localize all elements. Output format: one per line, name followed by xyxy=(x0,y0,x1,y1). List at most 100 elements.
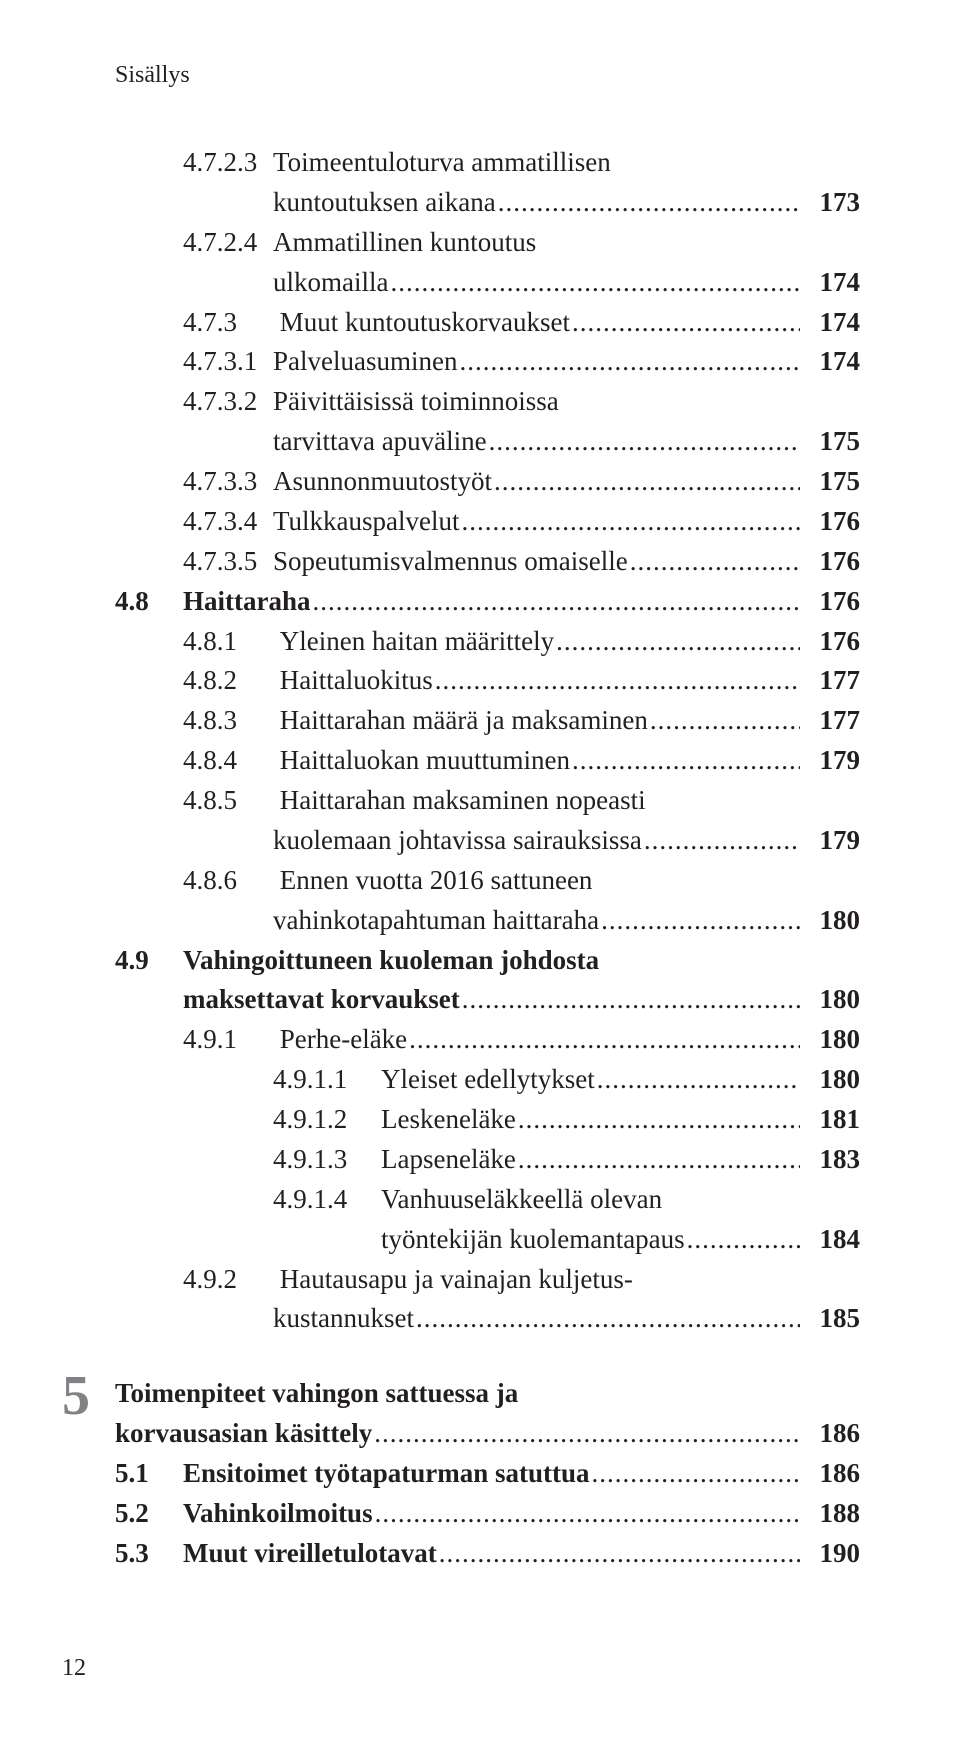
toc-entry-number: 4.8.6 xyxy=(183,861,273,900)
toc-row: 4.7.2.4Ammatillinen kuntoutus xyxy=(115,223,860,262)
toc-leader xyxy=(518,1100,800,1139)
toc-entry-number: 4.8.5 xyxy=(183,781,273,820)
toc-entry-number: 4.8.3 xyxy=(183,701,273,740)
toc-leader xyxy=(572,741,800,780)
toc-entry-label: Palveluasuminen xyxy=(273,342,457,381)
toc-row: maksettavat korvaukset 180 xyxy=(115,980,860,1019)
toc-page-number: 176 xyxy=(802,542,860,581)
toc-leader xyxy=(650,701,800,740)
toc-page-number: 174 xyxy=(802,263,860,302)
toc-entry-label-cont: ulkomailla xyxy=(273,263,388,302)
toc-leader xyxy=(687,1220,800,1259)
toc-row: tarvittava apuväline 175 xyxy=(115,422,860,461)
toc-entry-number: 4.9.1.2 xyxy=(273,1100,381,1139)
toc-leader xyxy=(313,582,801,621)
toc-row: 4.9Vahingoittuneen kuoleman johdosta xyxy=(115,941,860,980)
toc-entry-number: 4.8 xyxy=(115,582,183,621)
toc-entry-number: 4.9.1.3 xyxy=(273,1140,381,1179)
toc-entry-label: Ammatillinen kuntoutus xyxy=(273,223,536,262)
toc-entry-label: Hautausapu ja vainajan kuljetus- xyxy=(273,1260,633,1299)
toc: 4.7.2.3Toimeentuloturva ammatillisenkunt… xyxy=(115,143,860,1338)
toc-entry-number: 4.7.2.4 xyxy=(183,223,273,262)
toc-leader xyxy=(572,303,800,342)
footer-page-number: 12 xyxy=(62,1655,86,1682)
toc-leader xyxy=(489,422,800,461)
toc-row: 4.8.2 Haittaluokitus 177 xyxy=(115,661,860,700)
toc-page-number: 180 xyxy=(802,1060,860,1099)
toc-entry-label: Ensitoimet työtapaturman satuttua xyxy=(183,1454,590,1493)
toc-page-number: 175 xyxy=(802,422,860,461)
toc-entry-number: 4.9.2 xyxy=(183,1260,273,1299)
toc-row: vahinkotapahtuman haittaraha 180 xyxy=(115,901,860,940)
toc-row: 4.7.2.3Toimeentuloturva ammatillisen xyxy=(115,143,860,182)
toc-entry-label: Haittarahan maksaminen nopeasti xyxy=(273,781,646,820)
toc-page-number: 176 xyxy=(802,582,860,621)
toc-row: 4.7.3.3Asunnonmuutostyöt175 xyxy=(115,462,860,501)
toc-row: 4.8.4 Haittaluokan muuttuminen 179 xyxy=(115,741,860,780)
toc-entry-number: 4.9.1 xyxy=(183,1020,273,1059)
toc-row: 4.9.1.1Yleiset edellytykset180 xyxy=(115,1060,860,1099)
toc-row: 4.9.1.3Lapseneläke 183 xyxy=(115,1140,860,1179)
toc-page-number: 181 xyxy=(802,1100,860,1139)
toc-leader xyxy=(375,1494,800,1533)
toc-entry-label: Tulkkauspalvelut xyxy=(273,502,460,541)
toc-row: 4.9.1.4Vanhuuseläkkeellä olevan xyxy=(115,1180,860,1219)
toc-page-number: 180 xyxy=(802,1020,860,1059)
toc-entry-label-cont: maksettavat korvaukset xyxy=(183,980,460,1019)
toc-entry-label: Haittarahan määrä ja maksaminen xyxy=(273,701,648,740)
toc-entry-number: 4.8.1 xyxy=(183,622,273,661)
toc-page-number: 174 xyxy=(802,342,860,381)
toc-leader xyxy=(390,263,800,302)
toc-page-number: 180 xyxy=(802,980,860,1019)
toc-entry-label: Yleinen haitan määrittely xyxy=(273,622,554,661)
toc-row: 4.7.3.1Palveluasuminen 174 xyxy=(115,342,860,381)
toc-entry-label: Vahingoittuneen kuoleman johdosta xyxy=(183,941,599,980)
toc-page-number: 175 xyxy=(802,462,860,501)
toc-row: 4.8Haittaraha 176 xyxy=(115,582,860,621)
toc-page-number: 179 xyxy=(802,741,860,780)
toc-page-number: 183 xyxy=(802,1140,860,1179)
toc-row: 5.1Ensitoimet työtapaturman satuttua 186 xyxy=(115,1454,860,1493)
toc-row: kuolemaan johtavissa sairauksissa179 xyxy=(115,821,860,860)
toc-entry-label: Ennen vuotta 2016 sattuneen xyxy=(273,861,592,900)
toc-page-number: 174 xyxy=(802,303,860,342)
toc-leader xyxy=(435,661,800,700)
toc-entry-number: 4.7.3.3 xyxy=(183,462,273,501)
toc-leader xyxy=(439,1534,800,1573)
toc-entry-label: Lapseneläke xyxy=(381,1140,516,1179)
toc-entry-number: 4.8.2 xyxy=(183,661,273,700)
toc-page-number: 180 xyxy=(802,901,860,940)
toc-leader xyxy=(462,502,800,541)
toc-entry-number: 4.8.4 xyxy=(183,741,273,780)
toc-entry-label-cont: vahinkotapahtuman haittaraha xyxy=(273,901,599,940)
toc-page-number: 179 xyxy=(802,821,860,860)
toc-entry-label: Perhe-eläke xyxy=(273,1020,407,1059)
toc-entry-label-cont: korvausasian käsittely xyxy=(115,1414,372,1453)
toc-entry-number: 5.1 xyxy=(115,1454,183,1493)
toc-row: 4.9.1.2Leskeneläke 181 xyxy=(115,1100,860,1139)
toc-row: 4.7.3 Muut kuntoutuskorvaukset174 xyxy=(115,303,860,342)
toc-page-number: 177 xyxy=(802,661,860,700)
toc-entry-label: Sopeutumisvalmennus omaiselle xyxy=(273,542,628,581)
toc-entry-label: Päivittäisissä toiminnoissa xyxy=(273,382,559,421)
toc-leader xyxy=(556,622,800,661)
toc-leader xyxy=(601,901,800,940)
chapter-block: 5 Toimenpiteet vahingon sattuessa jakorv… xyxy=(115,1374,860,1572)
toc-leader xyxy=(630,542,800,581)
toc-row: 4.8.5 Haittarahan maksaminen nopeasti xyxy=(115,781,860,820)
toc-row: 5.2Vahinkoilmoitus188 xyxy=(115,1494,860,1533)
toc-entry-label: Haittaraha xyxy=(183,582,311,621)
toc-page-number: 190 xyxy=(802,1534,860,1573)
toc-entry-label-cont: tarvittava apuväline xyxy=(273,422,487,461)
toc-row: kuntoutuksen aikana173 xyxy=(115,183,860,222)
toc-entry-label: Haittaluokan muuttuminen xyxy=(273,741,570,780)
toc-row: 5.3Muut vireilletulotavat190 xyxy=(115,1534,860,1573)
toc-entry-label: Leskeneläke xyxy=(381,1100,516,1139)
toc-entry-label: Toimenpiteet vahingon sattuessa ja xyxy=(115,1374,518,1413)
toc-entry-label: Muut vireilletulotavat xyxy=(183,1534,437,1573)
toc-page-number: 186 xyxy=(802,1454,860,1493)
toc-leader xyxy=(462,980,800,1019)
toc-entry-number: 4.7.3.1 xyxy=(183,342,273,381)
toc-entry-label: Haittaluokitus xyxy=(273,661,433,700)
toc-row: Toimenpiteet vahingon sattuessa ja xyxy=(115,1374,860,1413)
